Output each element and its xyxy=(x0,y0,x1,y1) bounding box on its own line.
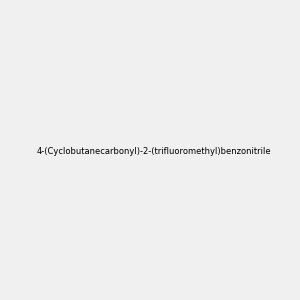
Text: 4-(Cyclobutanecarbonyl)-2-(trifluoromethyl)benzonitrile: 4-(Cyclobutanecarbonyl)-2-(trifluorometh… xyxy=(36,147,271,156)
